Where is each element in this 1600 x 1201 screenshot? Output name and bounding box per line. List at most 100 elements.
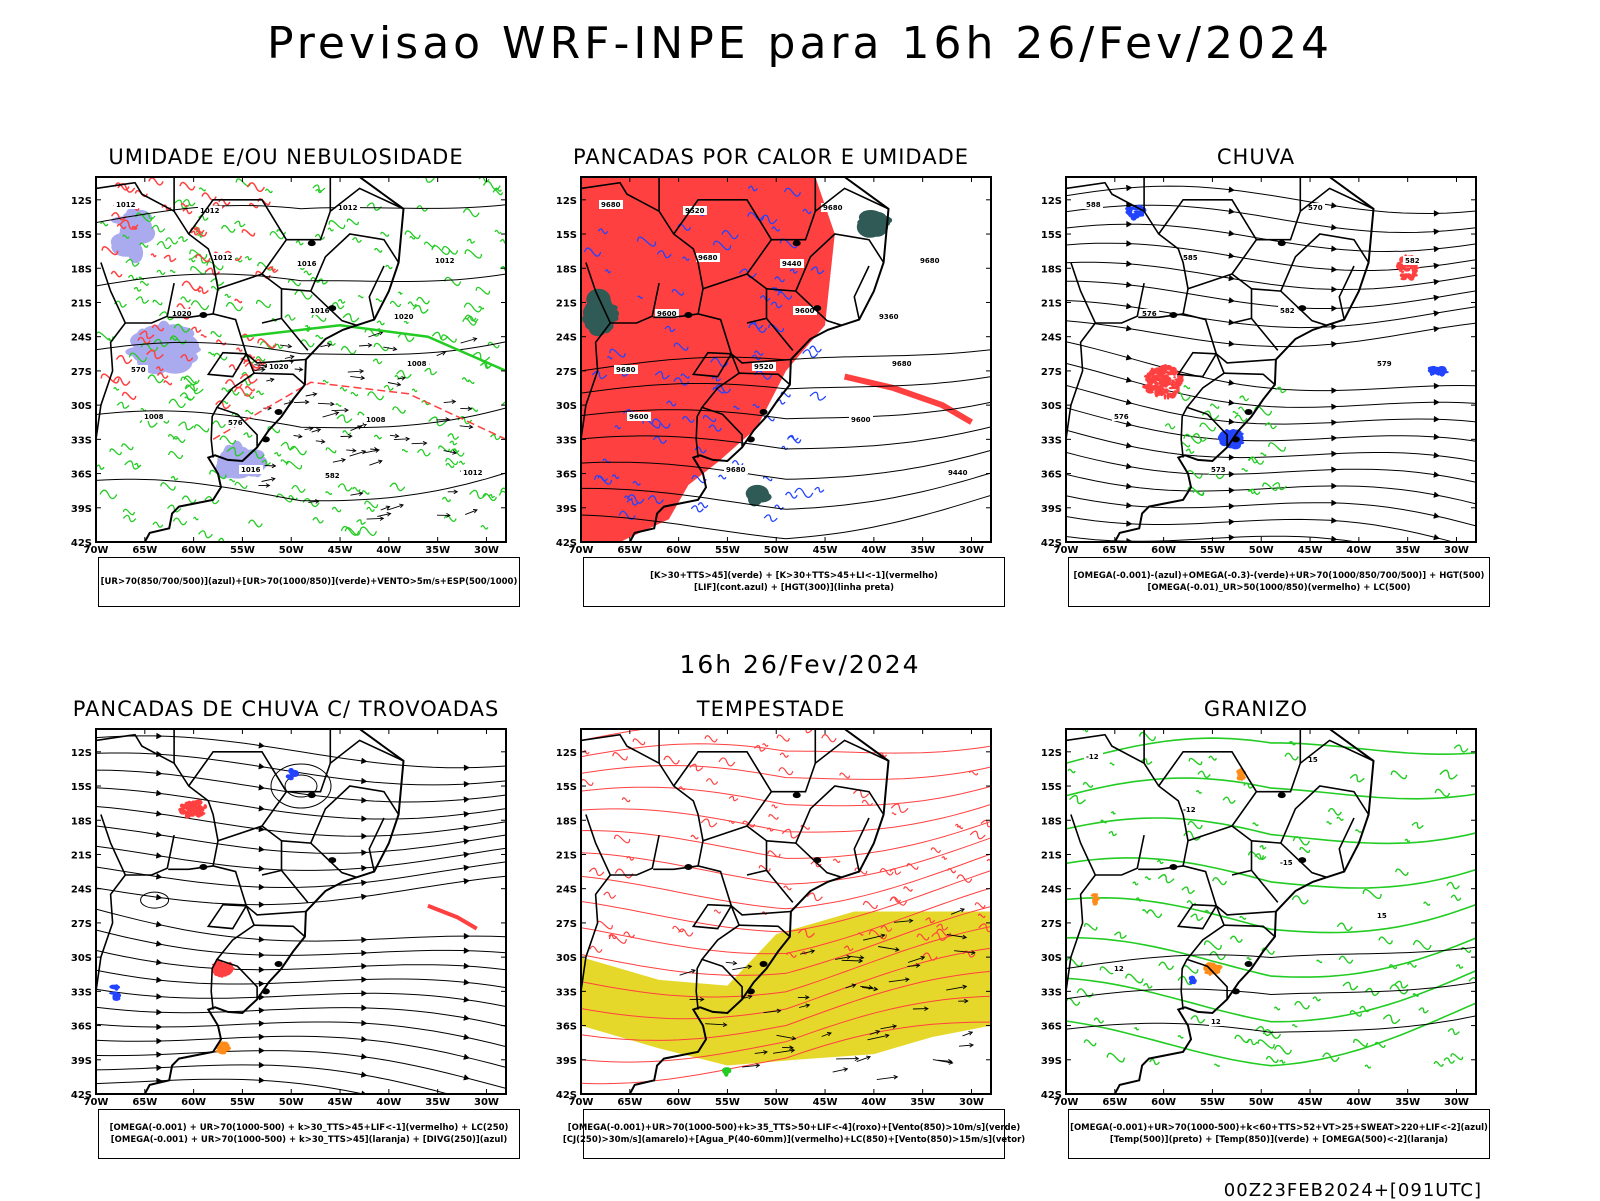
lat-tick-label: 39S <box>71 1056 92 1067</box>
lon-tick-label: 45W <box>328 1097 353 1108</box>
contour-label: 570 <box>131 366 146 374</box>
contour-label: 1020 <box>394 313 414 321</box>
lon-tick-label: 70W <box>569 1097 594 1108</box>
lat-tick-label: 27S <box>71 367 92 378</box>
lon-tick-label: 50W <box>279 545 304 556</box>
lon-tick-label: 40W <box>1346 1097 1371 1108</box>
lon-tick-label: 65W <box>1102 1097 1127 1108</box>
contour-label: 9680 <box>616 366 636 374</box>
map-svg: 1012101210161008100810161012101210201020… <box>56 175 516 575</box>
contour-label: 1012 <box>435 257 455 265</box>
lat-tick-label: 30S <box>71 401 92 412</box>
lat-tick-label: 36S <box>1041 470 1062 481</box>
lat-tick-label: 30S <box>556 953 577 964</box>
panel-title: CHUVA <box>1026 145 1486 169</box>
lat-tick-label: 18S <box>556 264 577 275</box>
lon-tick-label: 35W <box>1395 545 1420 556</box>
lon-tick-label: 45W <box>1298 545 1323 556</box>
lat-tick-label: 30S <box>556 401 577 412</box>
lon-tick-label: 30W <box>474 1097 499 1108</box>
lon-tick-label: 60W <box>666 545 691 556</box>
lat-tick-label: 24S <box>71 333 92 344</box>
legend-tempestade: [OMEGA(-0.001)+UR>70(1000-500)+k>35_TTS>… <box>583 1109 1005 1159</box>
panel-title: PANCADAS POR CALOR E UMIDADE <box>541 145 1001 169</box>
lon-tick-label: 50W <box>764 1097 789 1108</box>
contour-label: 9680 <box>698 254 718 262</box>
contour-label: 1008 <box>144 413 164 421</box>
lon-tick-label: 50W <box>1249 1097 1274 1108</box>
contour-label: 570 <box>1308 204 1323 212</box>
legend-line: [OMEGA(-0.001)+UR>70(1000-500)+k<60+TTS>… <box>1070 1122 1488 1134</box>
lat-tick-label: 27S <box>1041 367 1062 378</box>
contour-label: 582 <box>1280 307 1295 315</box>
lat-tick-label: 33S <box>71 435 92 446</box>
lon-tick-label: 40W <box>376 545 401 556</box>
lat-tick-label: 21S <box>71 850 92 861</box>
contour-label: 9440 <box>782 260 802 268</box>
lon-tick-label: 55W <box>1200 1097 1225 1108</box>
lon-tick-label: 30W <box>1444 1097 1469 1108</box>
contour-label: 582 <box>325 472 340 480</box>
contour-label: 12 <box>1211 1018 1221 1026</box>
legend-line: [K>30+TTS>45](verde) + [K>30+TTS>45+LI<-… <box>650 570 938 582</box>
contour-label: 9520 <box>754 363 774 371</box>
lat-tick-label: 15S <box>1041 230 1062 241</box>
lat-tick-label: 18S <box>556 816 577 827</box>
lat-tick-label: 21S <box>1041 850 1062 861</box>
forecast-time-subtitle: 16h 26/Fev/2024 <box>0 650 1600 679</box>
lat-tick-label: 24S <box>1041 333 1062 344</box>
contour-label: 588 <box>1086 201 1101 209</box>
lon-tick-label: 35W <box>910 545 935 556</box>
lat-tick-label: 39S <box>556 1056 577 1067</box>
lon-tick-label: 70W <box>84 1097 109 1108</box>
contour-label: -15 <box>1280 859 1293 867</box>
legend-chuva: [OMEGA(-0.001)-(azul)+OMEGA(-0.3)-(verde… <box>1068 557 1490 607</box>
legend-line: [Temp(500)](preto) + [Temp(850)](verde) … <box>1110 1134 1448 1146</box>
lon-tick-label: 35W <box>425 1097 450 1108</box>
contour-label: 576 <box>1114 413 1129 421</box>
lat-tick-label: 12S <box>71 748 92 759</box>
contour-label: 9680 <box>823 204 843 212</box>
lat-tick-label: 36S <box>71 470 92 481</box>
lat-tick-label: 15S <box>71 782 92 793</box>
legend-line: [OMEGA(-0.001)+UR>70(1000-500)+k>35_TTS>… <box>568 1122 1021 1134</box>
lon-tick-label: 30W <box>1444 545 1469 556</box>
lat-tick-label: 33S <box>1041 435 1062 446</box>
contour-label: 576 <box>228 419 243 427</box>
lon-tick-label: 70W <box>569 545 594 556</box>
lon-tick-label: 40W <box>1346 545 1371 556</box>
lat-tick-label: 33S <box>1041 987 1062 998</box>
lon-tick-label: 70W <box>84 545 109 556</box>
lon-tick-label: 65W <box>617 545 642 556</box>
lat-tick-label: 12S <box>556 196 577 207</box>
lat-tick-label: 39S <box>71 504 92 515</box>
lon-tick-label: 65W <box>132 545 157 556</box>
lon-tick-label: 30W <box>474 545 499 556</box>
lat-tick-label: 21S <box>71 298 92 309</box>
lat-tick-label: 12S <box>1041 196 1062 207</box>
lat-tick-label: 12S <box>1041 748 1062 759</box>
lat-tick-label: 24S <box>71 885 92 896</box>
lon-tick-label: 35W <box>910 1097 935 1108</box>
lon-tick-label: 40W <box>376 1097 401 1108</box>
lon-tick-label: 65W <box>132 1097 157 1108</box>
lat-tick-label: 24S <box>556 885 577 896</box>
lon-tick-label: 70W <box>1054 545 1079 556</box>
contour-label: 1016 <box>310 307 330 315</box>
lat-tick-label: 27S <box>556 367 577 378</box>
legend-line: [LIF](cont.azul) + [HGT(300)](linha pret… <box>694 582 894 594</box>
lon-tick-label: 35W <box>1395 1097 1420 1108</box>
lat-tick-label: 30S <box>1041 953 1062 964</box>
legend-line: [OMEGA(-0.001) + UR>70(1000-500) + k>30_… <box>111 1134 507 1146</box>
lat-tick-label: 15S <box>71 230 92 241</box>
lon-tick-label: 65W <box>1102 545 1127 556</box>
panel-title: GRANIZO <box>1026 697 1486 721</box>
